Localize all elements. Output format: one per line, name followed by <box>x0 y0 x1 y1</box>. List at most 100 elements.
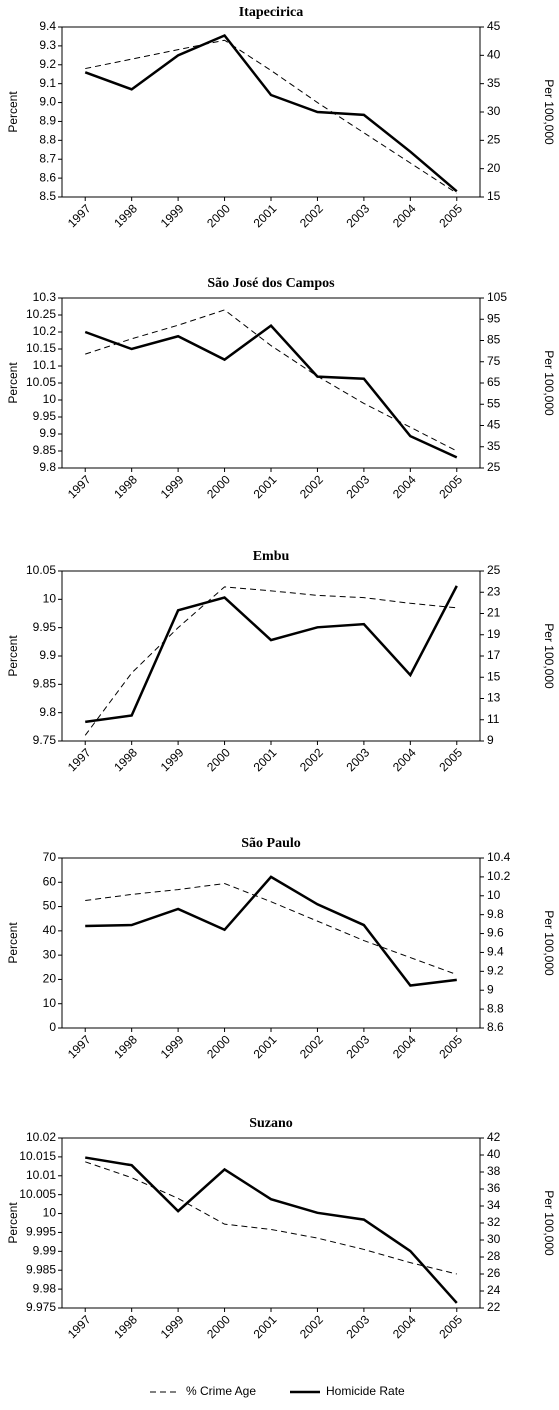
y2-tick-label: 9 <box>487 733 494 747</box>
y2-tick-label: 95 <box>487 311 501 325</box>
y-tick-label: 0 <box>49 1020 56 1034</box>
y2-tick-label: 9 <box>487 982 494 996</box>
y2-tick-label: 32 <box>487 1215 501 1229</box>
legend-label: Homicide Rate <box>326 1384 405 1398</box>
y2-tick-label: 75 <box>487 354 501 368</box>
x-tick-label: 1999 <box>158 201 187 230</box>
y2-tick-label: 24 <box>487 1283 501 1297</box>
chart-title: São Paulo <box>241 836 301 851</box>
y-tick-label: 8.6 <box>39 170 56 184</box>
y-axis-title: Percent <box>6 91 20 133</box>
series-line <box>85 1161 457 1275</box>
y-tick-label: 10 <box>43 996 57 1010</box>
x-tick-label: 1999 <box>158 1312 187 1341</box>
y2-tick-label: 105 <box>487 290 507 304</box>
y-tick-label: 10.25 <box>26 307 56 321</box>
y2-tick-label: 40 <box>487 48 501 62</box>
chart-panel: Suzano 9.975 9.98 9.985 9.99 9.995 10 10.005 10.… <box>6 1116 556 1341</box>
y-tick-label: 8.9 <box>39 114 56 128</box>
x-tick-label: 2001 <box>251 745 280 774</box>
y-tick-label: 60 <box>43 874 57 888</box>
y-tick-label: 9.99 <box>33 1244 57 1258</box>
y-tick-label: 10 <box>43 1206 57 1220</box>
x-tick-label: 2003 <box>343 1032 372 1061</box>
y-tick-label: 10 <box>43 592 57 606</box>
y2-tick-label: 55 <box>487 396 501 410</box>
y-tick-label: 9.975 <box>26 1300 56 1314</box>
y-tick-label: 9.85 <box>33 443 57 457</box>
y2-tick-label: 10 <box>487 888 501 902</box>
x-tick-label: 2005 <box>436 472 465 501</box>
plot-frame <box>61 857 481 1029</box>
x-tick-label: 2004 <box>390 1312 419 1341</box>
series-line <box>85 39 458 194</box>
y-tick-label: 10.015 <box>19 1149 56 1163</box>
x-tick-label: 2001 <box>251 201 280 230</box>
x-tick-label: 2002 <box>297 1032 326 1061</box>
y2-tick-label: 35 <box>487 439 501 453</box>
y2-tick-label: 8.8 <box>487 1001 504 1015</box>
x-tick-label: 2002 <box>297 1312 326 1341</box>
y2-tick-label: 17 <box>487 648 501 662</box>
y2-tick-label: 19 <box>487 627 501 641</box>
y2-tick-label: 15 <box>487 189 501 203</box>
y2-tick-label: 8.6 <box>487 1020 504 1034</box>
y-tick-label: 8.7 <box>39 151 56 165</box>
y-axis-title: Percent <box>6 922 20 964</box>
y2-axis-title: Per 100,000 <box>542 1190 556 1256</box>
x-tick-label: 2003 <box>343 745 372 774</box>
y-tick-label: 20 <box>43 972 57 986</box>
x-tick-label: 2001 <box>251 1312 280 1341</box>
y-tick-label: 9.9 <box>39 648 56 662</box>
chart-panel: Embu 9.75 9.8 9.85 9.9 9.95 10 10.05 9 11 13 15 17 19… <box>6 549 556 774</box>
y-tick-label: 10.15 <box>26 341 56 355</box>
y-tick-label: 40 <box>43 923 57 937</box>
series-line <box>85 585 458 724</box>
series-line <box>85 309 458 452</box>
y2-tick-label: 45 <box>487 19 501 33</box>
y2-tick-label: 9.6 <box>487 926 504 940</box>
y-tick-label: 9.3 <box>39 38 56 52</box>
chart-panel: Itapecirica 8.5 8.6 8.7 8.8 8.9 9.0 9.1 9.2 9.3 9.… <box>6 5 556 230</box>
y2-tick-label: 23 <box>487 584 501 598</box>
y2-axis-title: Per 100,000 <box>542 910 556 976</box>
y2-tick-label: 30 <box>487 1232 501 1246</box>
y-tick-label: 30 <box>43 947 57 961</box>
y-tick-label: 9.8 <box>39 460 56 474</box>
y2-tick-label: 15 <box>487 669 501 683</box>
x-tick-label: 1998 <box>111 745 140 774</box>
x-tick-label: 1998 <box>111 1032 140 1061</box>
x-tick-label: 2000 <box>204 745 233 774</box>
series-line <box>84 586 457 736</box>
y-tick-label: 70 <box>43 850 57 864</box>
chart-panel: São José dos Campos 9.8 9.85 9.9 9.95 10 10.05… <box>6 276 556 501</box>
y2-tick-label: 10.4 <box>487 850 511 864</box>
chart-title: Itapecirica <box>239 5 304 20</box>
y-axis-title: Percent <box>6 635 20 677</box>
y-axis-title: Percent <box>6 1202 20 1244</box>
x-tick-label: 2005 <box>436 745 465 774</box>
y-tick-label: 10.01 <box>26 1168 56 1182</box>
y2-tick-label: 28 <box>487 1249 501 1263</box>
y-tick-label: 9.995 <box>26 1225 56 1239</box>
x-tick-label: 1997 <box>65 472 94 501</box>
y-tick-label: 8.8 <box>39 133 56 147</box>
x-tick-label: 2004 <box>390 1032 419 1061</box>
y2-tick-label: 9.2 <box>487 964 504 978</box>
x-tick-label: 2000 <box>204 472 233 501</box>
x-tick-label: 2005 <box>436 1032 465 1061</box>
y-tick-label: 9.985 <box>26 1262 56 1276</box>
y-tick-label: 9.95 <box>33 409 57 423</box>
y2-tick-label: 30 <box>487 104 501 118</box>
y-tick-label: 9.95 <box>33 620 57 634</box>
y-tick-label: 10.1 <box>33 358 57 372</box>
plot-frame <box>61 297 481 469</box>
y-tick-label: 10.05 <box>26 375 56 389</box>
x-tick-label: 2000 <box>204 1032 233 1061</box>
series-line <box>85 1156 458 1304</box>
y-tick-label: 10.05 <box>26 563 56 577</box>
series-line <box>85 882 457 976</box>
x-tick-label: 1999 <box>158 745 187 774</box>
x-tick-label: 2002 <box>297 472 326 501</box>
